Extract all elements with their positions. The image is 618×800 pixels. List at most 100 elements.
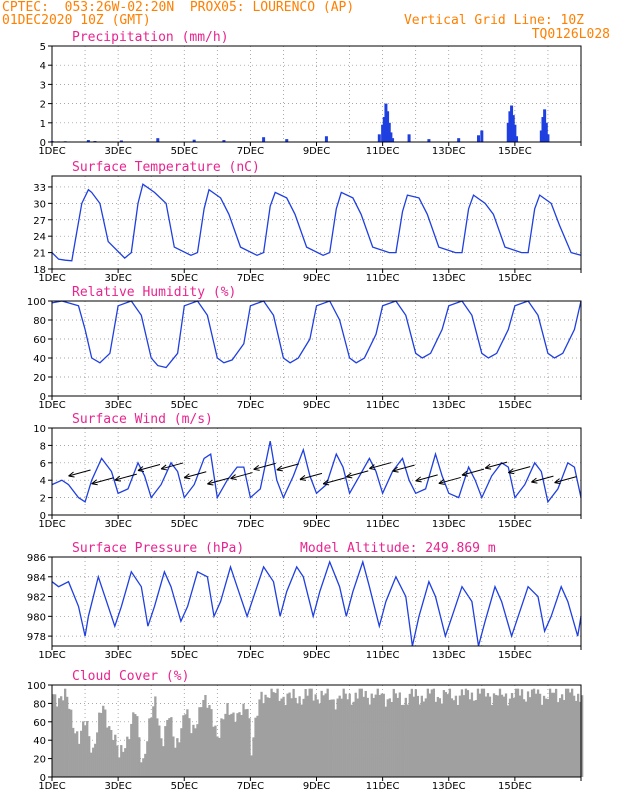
rh-title: Relative Humidity (%) (72, 285, 236, 300)
cloud-bar (224, 713, 227, 777)
cloud-bar (190, 733, 193, 777)
precip-bar (515, 136, 519, 142)
cloud-bar (110, 730, 113, 777)
wind-arrow-head (415, 476, 422, 483)
cloud-bar (494, 694, 498, 777)
cloud-bar (158, 725, 161, 777)
pressure-ytick-label: 980 (27, 612, 46, 623)
wind-arrow (322, 477, 346, 485)
cloud-bar (284, 705, 287, 777)
precip-ytick-label: 5 (40, 42, 46, 53)
cloud-bar (340, 698, 343, 777)
cloud-bar (568, 692, 572, 777)
cloud-bar (280, 698, 283, 777)
cloud-bar (386, 699, 389, 777)
cloud-bar (498, 688, 502, 777)
precip-bar (544, 122, 548, 142)
cloud-bar (276, 688, 279, 777)
cloud-bar (380, 693, 383, 777)
cloud-ytick-label: 80 (33, 699, 46, 710)
cloud-bar (450, 698, 454, 777)
cloud-bar (360, 688, 363, 777)
cloud-xtick-label: 7DEC (237, 781, 264, 792)
cloud-bar (374, 694, 377, 777)
wind-arrow-head (369, 464, 376, 471)
cloud-ytick-label: 60 (33, 718, 46, 729)
cloud-xtick-label: 15DEC (498, 781, 532, 792)
cloud-bar (462, 695, 466, 777)
cloud-bar (72, 727, 75, 777)
rh-xtick-label: 15DEC (498, 400, 532, 411)
cloud-xtick-label: 11DEC (366, 781, 400, 792)
cloud-bar (502, 696, 506, 777)
cloud-bar (288, 692, 291, 777)
cloud-bar (570, 688, 574, 777)
rh-series-line (51, 300, 582, 369)
cloud-bar (252, 737, 255, 777)
cloud-bar (548, 688, 552, 777)
precip-bar (480, 130, 484, 142)
precip-bar (381, 124, 385, 142)
cloud-bar (416, 695, 419, 777)
wind-series-line (51, 440, 582, 504)
cloud-bar (388, 698, 391, 777)
cloud-bar (456, 704, 460, 777)
wind-ytick-label: 4 (40, 476, 46, 487)
wind-arrow-head (484, 463, 492, 470)
precip-xtick-label: 15DEC (498, 146, 532, 157)
pressure-xtick-label: 15DEC (498, 650, 532, 661)
cloud-bar (240, 715, 243, 777)
cloud-bar (506, 705, 510, 777)
cloud-bar (148, 718, 151, 777)
header-line2-left: 01DEC2020 10Z (GMT) (2, 13, 151, 28)
wind-arrow (137, 464, 161, 471)
precip-xtick-label: 11DEC (366, 146, 400, 157)
wind-xtick-label: 5DEC (171, 519, 198, 530)
cloud-bar (258, 699, 261, 777)
cloud-bar (520, 689, 524, 777)
cloud-bar (402, 704, 405, 777)
cloud-bar (480, 688, 484, 777)
cloud-bar (370, 693, 373, 777)
cloud-bar (508, 698, 512, 777)
cloud-bar (180, 728, 183, 777)
cloud-bar (198, 707, 201, 777)
cloud-bar (366, 697, 369, 777)
wind-arrow (68, 469, 91, 477)
cloud-bar (554, 688, 558, 777)
cloud-bar (84, 725, 87, 777)
precip-xtick-label: 7DEC (237, 146, 264, 157)
cloud-bar (282, 696, 285, 777)
cloud-bar (220, 718, 223, 777)
rh-ytick-label: 40 (33, 354, 46, 365)
cloud-bar (192, 724, 195, 777)
cloud-bar (156, 718, 159, 777)
cloud-bar (550, 692, 554, 777)
cloud-bar (164, 726, 167, 777)
wind-arrow-head (322, 479, 330, 486)
cloud-ytick-label: 20 (33, 755, 46, 766)
cloud-bar (454, 695, 458, 777)
precip-bar (384, 103, 388, 142)
pressure-title: Surface Pressure (hPa) (72, 541, 244, 556)
cloud-bar (248, 718, 251, 777)
cloud-bar (474, 700, 478, 777)
cloud-bar (432, 688, 436, 777)
cloud-bar (162, 746, 165, 777)
precip-panel: Precipitation (mm/h) 0 1 2 3 4 5 1DEC 3DEC 5DEC 7D… (38, 30, 582, 157)
cloud-xtick-label: 3DEC (104, 781, 131, 792)
cloud-bar (194, 728, 197, 777)
wind-arrow (415, 474, 438, 482)
cloud-bar (296, 703, 299, 777)
cloud-bar (200, 707, 203, 777)
cloud-bar (382, 693, 385, 777)
wind-arrow (554, 476, 577, 484)
cloud-bar (266, 697, 269, 777)
cloud-bar (528, 697, 532, 777)
cloud-bar (542, 695, 546, 777)
wind-arrow-head (91, 479, 98, 486)
cloud-bar (490, 705, 494, 777)
temp-xtick-label: 3DEC (104, 273, 131, 284)
cloud-bar (518, 695, 522, 777)
